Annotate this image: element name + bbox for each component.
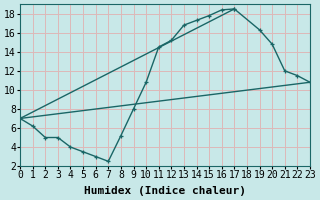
X-axis label: Humidex (Indice chaleur): Humidex (Indice chaleur) [84,186,246,196]
